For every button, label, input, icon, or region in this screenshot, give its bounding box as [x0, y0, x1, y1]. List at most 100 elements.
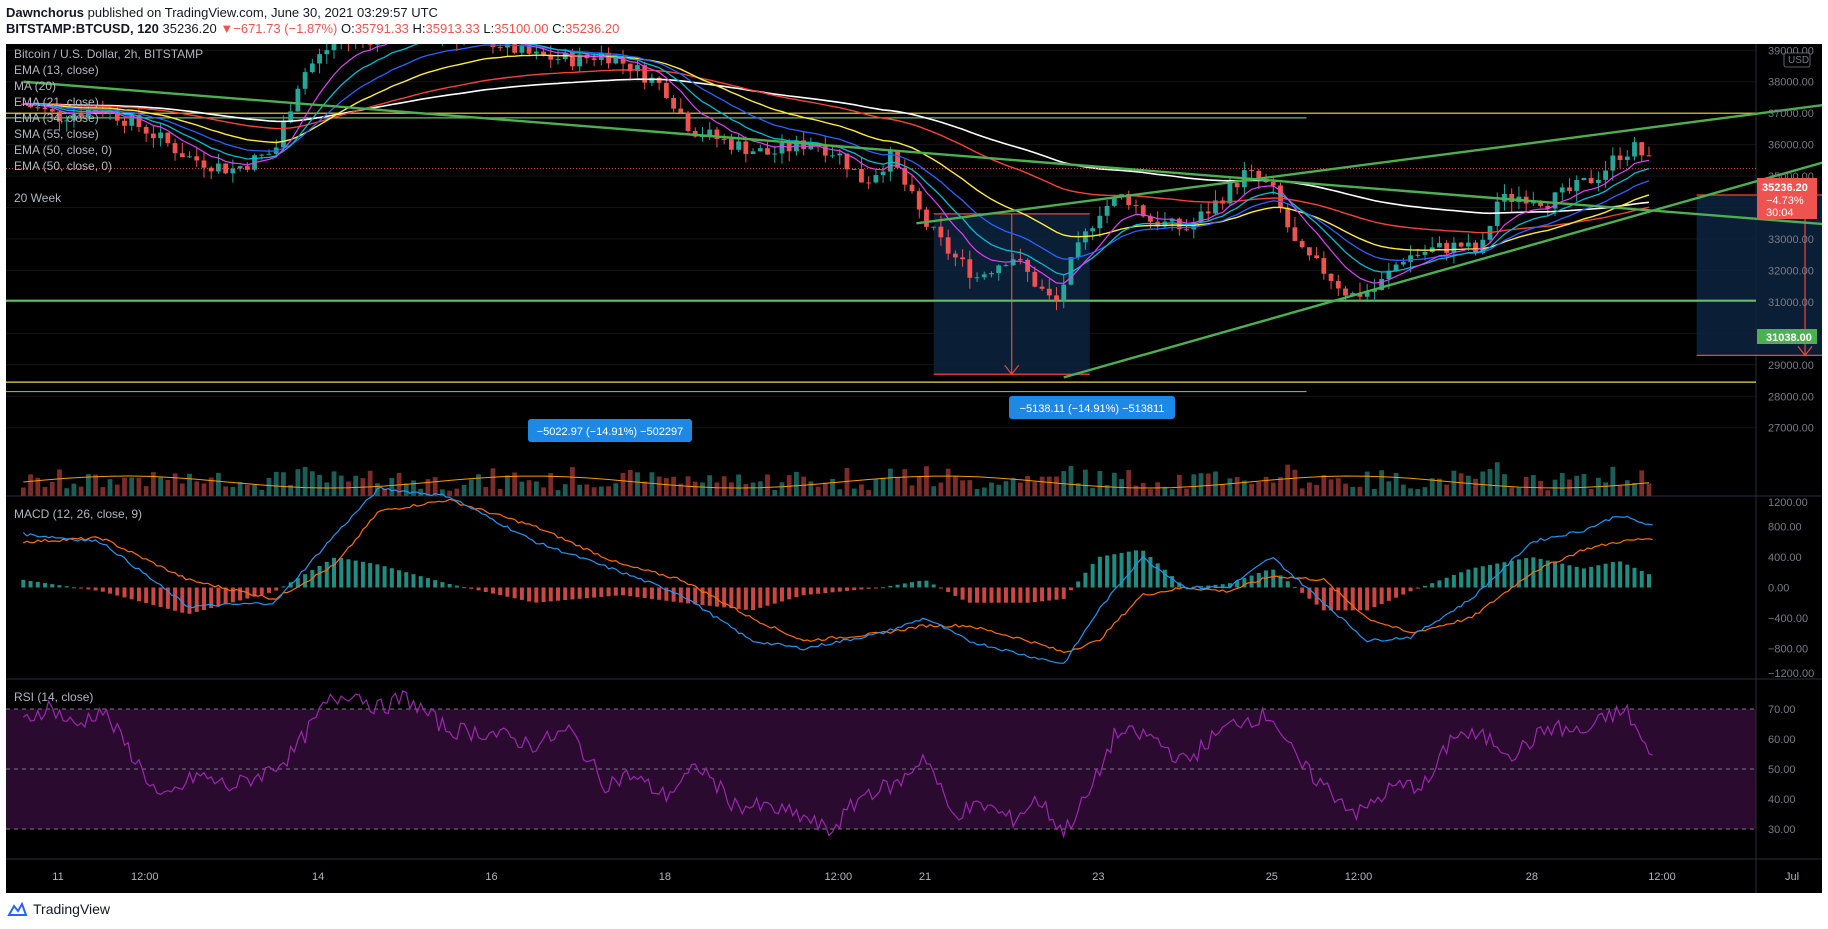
- candle-body: [1386, 270, 1392, 280]
- legend-ema13[interactable]: EMA (13, close): [14, 63, 99, 77]
- horizontal-levels[interactable]: [6, 112, 1756, 393]
- legend-ema50a[interactable]: EMA (50, close, 0): [14, 143, 112, 157]
- author-name[interactable]: Dawnchorus: [6, 5, 85, 20]
- volume-bar: [779, 482, 785, 496]
- volume-bar: [591, 487, 597, 496]
- volume-bar: [533, 481, 539, 496]
- candle-body: [1104, 205, 1110, 216]
- candle-body: [136, 115, 142, 127]
- volume-bar: [42, 486, 48, 496]
- macd-histogram-bar: [1155, 563, 1160, 588]
- measure-label-right[interactable]: −5138.11 (−14.91%) −513811: [1009, 396, 1175, 419]
- macd-histogram-bar: [1126, 551, 1131, 588]
- macd-histogram-bar: [931, 584, 936, 588]
- time-tick-label: 18: [659, 871, 671, 883]
- volume-bars: [20, 462, 1652, 496]
- volume-bar: [1249, 484, 1254, 496]
- legend-ema50b[interactable]: EMA (50, close, 0): [14, 159, 112, 173]
- volume-bar: [786, 475, 792, 496]
- time-tick-label: 23: [1092, 871, 1104, 883]
- candle-body: [208, 167, 214, 172]
- candle-body: [1025, 259, 1031, 272]
- volume-bar: [815, 486, 821, 496]
- chart-canvas[interactable]: Bitcoin / U.S. Dollar, 2h, BITSTAMP EMA …: [6, 44, 1822, 893]
- candle-body: [996, 265, 1002, 274]
- legend-ma20[interactable]: MA (20): [14, 79, 56, 93]
- candle-body: [1372, 290, 1377, 292]
- candle-body: [1595, 179, 1601, 184]
- macd-label[interactable]: MACD (12, 26, close, 9): [14, 507, 142, 521]
- close-label: C:: [552, 21, 566, 36]
- volume-bar: [1364, 471, 1370, 496]
- trendline: [1063, 161, 1822, 379]
- volume-bar: [844, 468, 850, 496]
- legend-ema34[interactable]: EMA (34, close): [14, 111, 99, 125]
- macd-histogram-bar: [823, 587, 828, 594]
- macd-histogram-bar: [577, 587, 582, 599]
- price-tick-label: 37000.00: [1768, 108, 1814, 120]
- volume-bar: [700, 482, 705, 496]
- macd-histogram-bar: [1292, 587, 1297, 589]
- candle-body: [1451, 242, 1457, 253]
- candle-body: [952, 253, 958, 258]
- volume-bar: [1234, 477, 1240, 496]
- candle-body: [505, 44, 510, 48]
- tradingview-logo[interactable]: TradingView: [6, 901, 110, 917]
- macd-histogram-bar: [736, 587, 741, 609]
- candle-body: [801, 140, 807, 150]
- macd-tick-label: −1200.00: [1768, 668, 1814, 680]
- candle-body: [1400, 261, 1406, 265]
- macd-histogram-bar: [1459, 572, 1464, 588]
- volume-bar: [1025, 476, 1031, 496]
- candle-body: [772, 153, 778, 155]
- candle-body: [1444, 242, 1450, 253]
- candle-body: [822, 146, 828, 156]
- macd-histogram-bar: [1365, 587, 1370, 611]
- macd-histogram-bar: [411, 574, 416, 588]
- measure-label-left[interactable]: −5022.97 (−14.91%) −502297: [528, 419, 692, 442]
- macd-tick-label: 0.00: [1768, 583, 1789, 595]
- volume-bar: [490, 468, 496, 496]
- macd-histogram-bar: [1509, 560, 1514, 588]
- macd-histogram-bar: [1422, 585, 1427, 588]
- time-tick-label: 12:00: [1648, 871, 1676, 883]
- macd-histogram-bar: [1032, 587, 1037, 603]
- macd-tick-label: −800.00: [1768, 644, 1808, 656]
- volume-bar: [1220, 484, 1226, 496]
- candle-body: [555, 59, 561, 61]
- volume-bar: [649, 472, 655, 496]
- legend-sma55[interactable]: SMA (55, close): [14, 127, 99, 141]
- volume-bar: [1422, 487, 1428, 496]
- volume-bar: [439, 489, 445, 496]
- candle-body: [324, 50, 330, 55]
- macd-histogram-bar: [1610, 562, 1615, 588]
- level-badge-value: 31038.00: [1766, 332, 1812, 344]
- rsi-label[interactable]: RSI (14, close): [14, 690, 93, 704]
- volume-bar: [1054, 476, 1059, 496]
- candle-body: [1603, 170, 1609, 180]
- volume-bar: [150, 472, 156, 496]
- candle-body: [1046, 288, 1052, 296]
- candle-body: [873, 175, 879, 183]
- candle-body: [1624, 156, 1630, 160]
- legend-20week[interactable]: 20 Week: [14, 191, 62, 205]
- volume-bar: [1184, 488, 1189, 496]
- candle-body: [259, 154, 265, 156]
- macd-histogram-bar: [144, 587, 149, 604]
- volume-bar: [519, 481, 525, 496]
- macd-histogram-bar: [28, 580, 33, 588]
- volume-bar: [1603, 482, 1609, 496]
- macd-histogram-bar: [1451, 574, 1456, 588]
- candle-body: [1538, 202, 1543, 206]
- macd-histogram-bar: [866, 587, 871, 589]
- macd-histogram-bar: [808, 587, 813, 595]
- volume-bar: [1314, 484, 1320, 496]
- time-axis[interactable]: 1112:0014161812:0021232512:002812:00Jul3…: [52, 871, 1822, 883]
- trendlines[interactable]: [23, 50, 1822, 379]
- macd-histogram-bar: [873, 587, 878, 589]
- ema-red-line: [23, 69, 1650, 234]
- macd-histogram-bar: [209, 587, 214, 609]
- volume-bar: [432, 477, 438, 496]
- legend-ema21[interactable]: EMA (21, close): [14, 95, 99, 109]
- volume-bar: [1104, 485, 1110, 496]
